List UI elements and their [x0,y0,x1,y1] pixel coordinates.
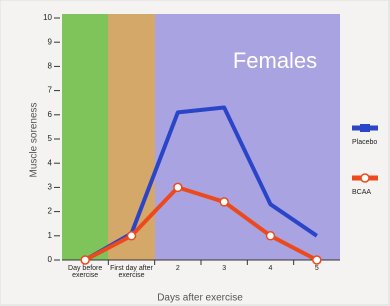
point [267,232,275,240]
chart-svg: Females Days after exercise Muscle soren… [0,0,390,306]
band-first [108,14,155,260]
y-tick-label: 5 [48,134,53,143]
x-axis-label: Days after exercise [157,293,243,304]
y-tick-label: 0 [48,255,53,264]
y-tick-label: 10 [43,13,52,22]
band-before [62,14,108,260]
x-tick-label: Day before exercise [63,265,107,279]
x-tick-label: First day after exercise [110,265,154,279]
x-tick-label: 5 [295,265,339,272]
y-tick-label: 1 [48,231,53,240]
legend-label: Placebo [352,139,377,146]
annotation: Females [233,48,317,73]
y-tick-label: 4 [48,158,53,167]
y-tick-label: 6 [48,110,53,119]
legend-marker [361,174,369,182]
x-tick-label: 3 [202,265,246,272]
x-tick-label: 4 [249,265,293,272]
y-tick-label: 3 [48,183,53,192]
x-tick-label: 2 [156,265,200,272]
point [81,256,89,264]
point [313,256,321,264]
y-axis-label: Muscle soreness [29,102,40,177]
point [174,183,182,191]
y-tick-label: 8 [48,62,53,71]
chart: Females Days after exercise Muscle soren… [0,0,390,306]
y-tick-label: 7 [48,86,53,95]
legend-label: BCAA [352,189,371,196]
point [128,232,136,240]
y-tick-label: 2 [48,207,53,216]
y-tick-label: 9 [48,37,53,46]
legend-marker [360,124,370,132]
point [220,198,228,206]
